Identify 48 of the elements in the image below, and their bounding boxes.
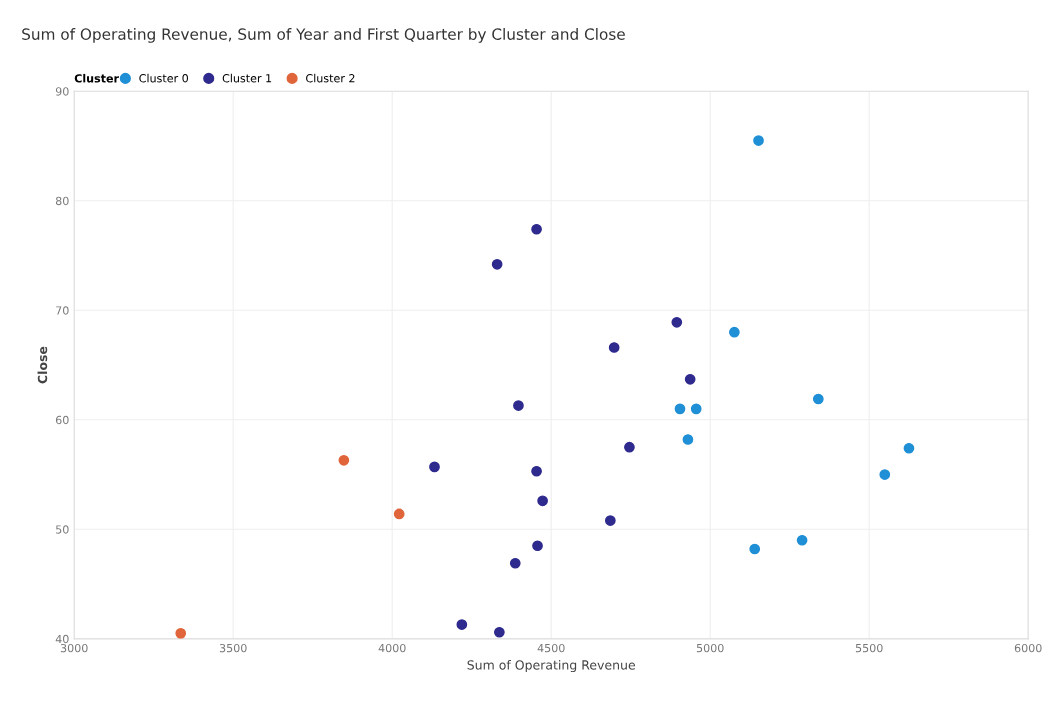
point [729, 326, 740, 338]
x-axis-title: Sum of Operating Revenue [467, 659, 635, 673]
point [903, 442, 915, 454]
point [537, 495, 548, 507]
point [690, 403, 702, 415]
x-tick-label: 5500 [855, 643, 883, 653]
point [671, 316, 683, 328]
point [175, 627, 187, 639]
point [531, 465, 542, 477]
y-tick-label: 70 [56, 306, 69, 315]
point [879, 469, 891, 480]
y-tick-label: 60 [55, 415, 69, 425]
point [753, 135, 764, 146]
y-tick-label: 80 [55, 196, 69, 206]
point [491, 258, 503, 270]
point [608, 342, 620, 353]
point [456, 619, 468, 630]
point [338, 454, 350, 466]
y-tick-label: 90 [55, 87, 69, 96]
point [796, 534, 808, 546]
point [749, 543, 761, 555]
point [494, 626, 505, 638]
legend-label: Cluster 0 [139, 73, 188, 83]
x-tick-label: 6000 [1014, 643, 1042, 653]
point [684, 373, 696, 385]
y-axis-title: Close [37, 346, 48, 384]
legend-title: Cluster [74, 73, 119, 83]
point [604, 515, 616, 526]
y-tick-label: 40 [55, 634, 69, 644]
point [509, 557, 521, 569]
point [532, 540, 543, 552]
x-tick-label: 4500 [537, 643, 565, 653]
x-tick-label: 3500 [219, 643, 247, 653]
legend-label: Cluster 2 [306, 73, 355, 83]
point [531, 223, 542, 235]
x-tick-label: 3000 [60, 643, 88, 653]
chart-title: Sum of Operating Revenue, Sum of Year and First Quarter by Cluster and Close [22, 28, 625, 43]
point [682, 434, 694, 445]
legend-label: Cluster 1 [222, 73, 272, 83]
point [674, 403, 686, 415]
y-tick-label: 50 [56, 525, 69, 534]
x-tick-label: 4000 [378, 643, 406, 653]
point [393, 508, 405, 520]
point [624, 441, 635, 453]
point [812, 393, 824, 405]
point [513, 400, 524, 411]
x-tick-label: 5000 [696, 643, 724, 653]
point [429, 461, 440, 473]
